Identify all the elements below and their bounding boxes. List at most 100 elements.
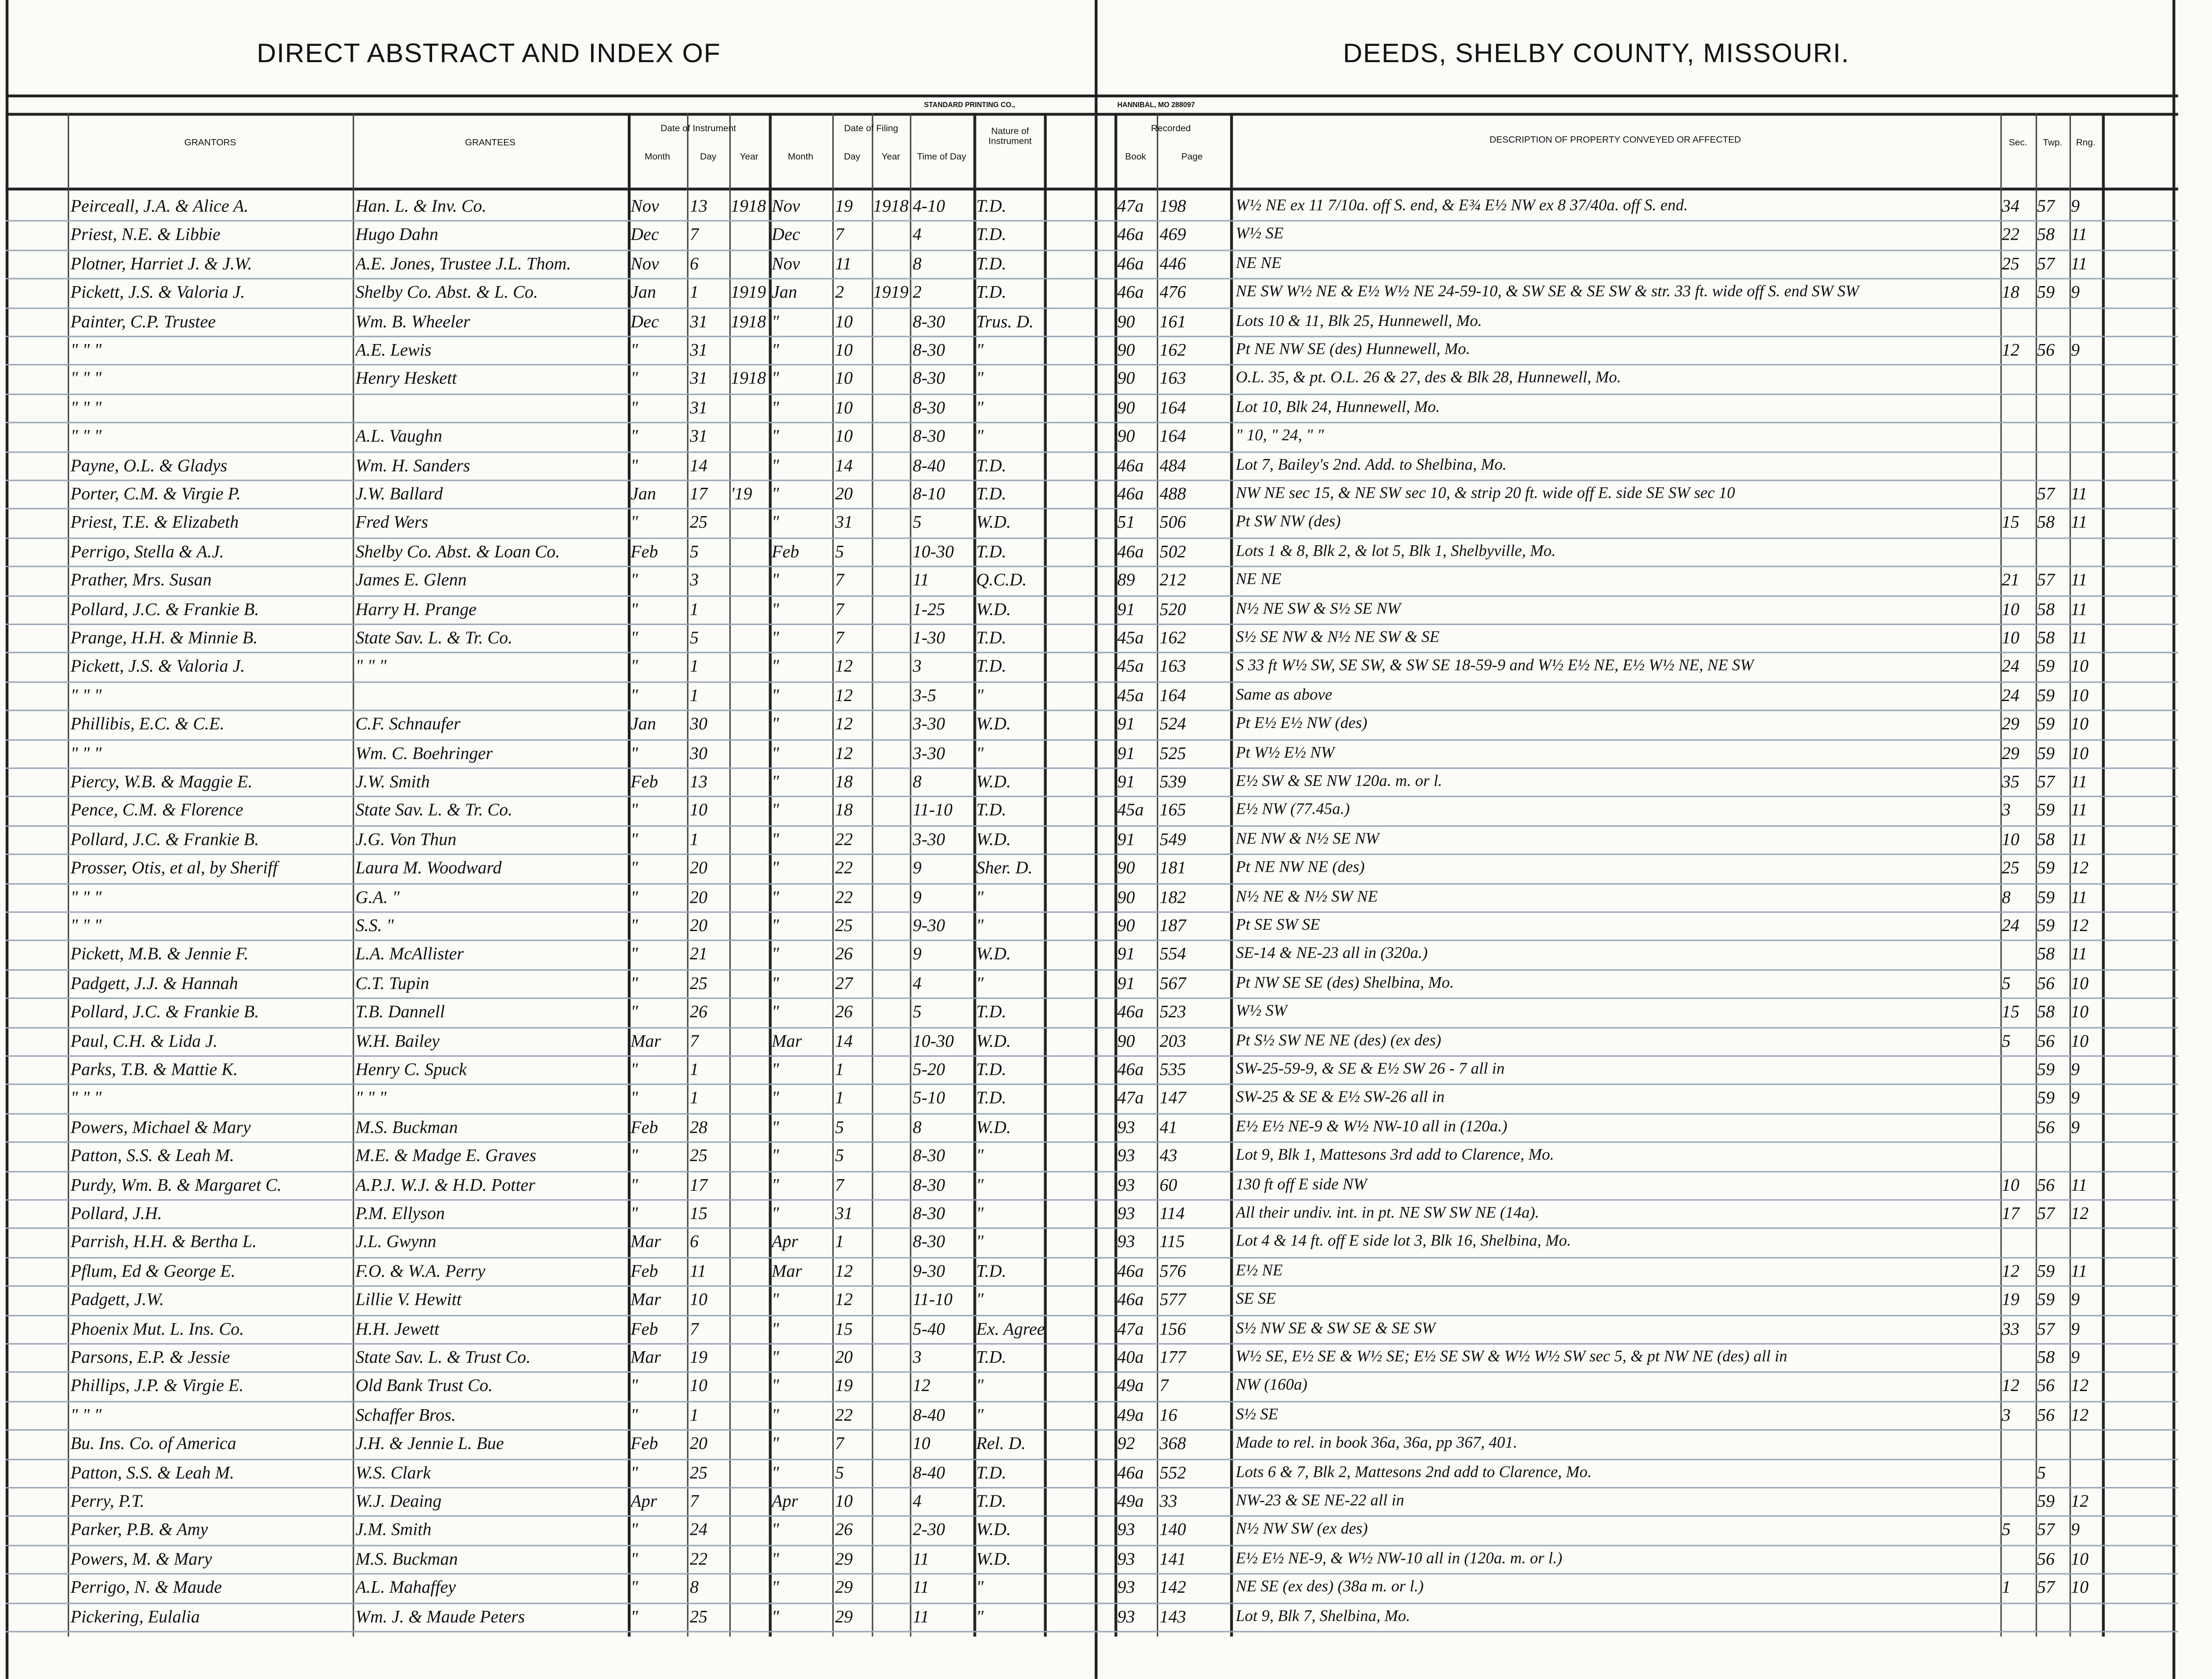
cell-time: 4 bbox=[912, 224, 922, 245]
cell-twp: 58 bbox=[2037, 1002, 2055, 1022]
cell-grantee: Wm. B. Wheeler bbox=[355, 311, 470, 331]
cell-book: 45a bbox=[1117, 800, 1144, 820]
cell-twp: 59 bbox=[2037, 1261, 2055, 1281]
cell-description: E½ NW (77.45a.) bbox=[1236, 802, 1350, 819]
cell-book: 46a bbox=[1117, 1261, 1144, 1281]
cell-grantor: Plotner, Harriet J. & J.W. bbox=[70, 254, 252, 274]
cell-grantor: " " " bbox=[70, 887, 102, 907]
cell-grantor: Pickett, J.S. & Valoria J. bbox=[70, 282, 245, 302]
cell-description: Pt E½ E½ NW (des) bbox=[1236, 715, 1368, 733]
cell-description: NW-23 & SE NE-22 all in bbox=[1236, 1493, 1404, 1510]
cell-twp: 57 bbox=[2037, 1520, 2055, 1540]
cell-book: 45a bbox=[1117, 657, 1144, 677]
cell-sec: 35 bbox=[2002, 772, 2020, 792]
cell-inst-month: Feb bbox=[631, 1433, 658, 1454]
cell-page: 535 bbox=[1160, 1060, 1186, 1079]
cell-grantor: " " " bbox=[70, 743, 102, 763]
cell-book: 90 bbox=[1117, 340, 1135, 360]
cell-sec: 22 bbox=[2002, 224, 2020, 245]
cell-inst-day: 31 bbox=[689, 311, 708, 331]
header-date-instrument: Date of Instrument bbox=[660, 124, 736, 134]
cell-inst-month: " bbox=[631, 887, 638, 907]
cell-page: 524 bbox=[1160, 714, 1186, 734]
cell-file-month: Mar bbox=[771, 1261, 802, 1281]
cell-file-day: 12 bbox=[835, 1290, 853, 1310]
cell-file-day: 10 bbox=[835, 369, 853, 389]
printer-imprint: STANDARD PRINTING CO., bbox=[924, 102, 1015, 110]
cell-time: 12 bbox=[912, 1376, 931, 1396]
cell-sec: 21 bbox=[2002, 570, 2020, 590]
cell-description: SW-25-59-9, & SE & E½ SW 26 - 7 all in bbox=[1236, 1061, 1505, 1078]
cell-page: 162 bbox=[1160, 340, 1186, 360]
table-row: Prosser, Otis, et al, by Sheriff Laura M.… bbox=[6, 854, 2178, 884]
cell-time: 11 bbox=[912, 1549, 929, 1569]
cell-inst-day: 25 bbox=[689, 1146, 708, 1166]
cell-time: 3-30 bbox=[912, 743, 945, 763]
cell-rng: 11 bbox=[2071, 800, 2087, 820]
cell-grantee: Wm. J. & Maude Peters bbox=[355, 1606, 525, 1626]
cell-page: 577 bbox=[1160, 1290, 1186, 1310]
cell-time: 3 bbox=[912, 1347, 922, 1367]
cell-sec: 24 bbox=[2002, 657, 2020, 677]
cell-book: 45a bbox=[1117, 685, 1144, 705]
cell-page: 539 bbox=[1160, 772, 1186, 792]
cell-page: 165 bbox=[1160, 800, 1186, 820]
header-day: Day bbox=[700, 152, 717, 162]
cell-twp: 56 bbox=[2037, 1376, 2055, 1396]
cell-nature: T.D. bbox=[976, 800, 1007, 820]
table-row: Perry, P.T. W.J. Deaing Apr 7 Apr 10 4 T.D. 49a 3… bbox=[6, 1487, 2178, 1518]
cell-time: 9 bbox=[912, 944, 922, 964]
cell-description: Lot 10, Blk 24, Hunnewell, Mo. bbox=[1236, 399, 1440, 416]
cell-sec: 25 bbox=[2002, 858, 2020, 878]
cell-file-month: " bbox=[771, 455, 779, 475]
table-row: Patton, S.S. & Leah M. W.S. Clark " 25 " 5 8-4… bbox=[6, 1458, 2178, 1489]
table-row: " " " G.A. " " 20 " 22 9 " 90 182 N½ NE & N½ SW NE… bbox=[6, 882, 2178, 913]
cell-page: 33 bbox=[1160, 1491, 1178, 1511]
cell-time: 8 bbox=[912, 772, 922, 792]
cell-grantee: Henry Heskett bbox=[355, 369, 457, 389]
cell-time: 11 bbox=[912, 1577, 929, 1597]
cell-inst-day: 1 bbox=[689, 829, 699, 849]
cell-inst-day: 5 bbox=[689, 541, 699, 562]
cell-page: 484 bbox=[1160, 455, 1186, 475]
table-row: Prather, Mrs. Susan James E. Glenn " 3 " 7 11 Q… bbox=[6, 566, 2178, 596]
cell-twp: 59 bbox=[2037, 858, 2055, 878]
cell-file-month: " bbox=[771, 1060, 779, 1079]
cell-book: 91 bbox=[1117, 944, 1135, 964]
left-page-title: DIRECT ABSTRACT AND INDEX OF bbox=[256, 39, 721, 70]
cell-file-day: 11 bbox=[835, 254, 852, 274]
cell-inst-day: 5 bbox=[689, 628, 699, 648]
cell-file-year: 1918 bbox=[873, 196, 909, 216]
cell-file-month: " bbox=[771, 340, 779, 360]
cell-sec: 29 bbox=[2002, 743, 2020, 763]
table-row: Pickett, J.S. & Valoria J. " " " " 1 " 12 3 T.D… bbox=[6, 652, 2178, 683]
cell-file-day: 1 bbox=[835, 1232, 844, 1252]
cell-nature: W.D. bbox=[976, 1117, 1011, 1137]
table-row: Parrish, H.H. & Bertha L. J.L. Gwynn Mar 6 A… bbox=[6, 1228, 2178, 1258]
cell-nature: " bbox=[976, 1404, 984, 1425]
header-day: Day bbox=[844, 152, 861, 162]
cell-file-day: 5 bbox=[835, 1117, 844, 1137]
cell-inst-day: 17 bbox=[689, 484, 708, 504]
cell-rng: 12 bbox=[2071, 1491, 2089, 1511]
cell-file-day: 7 bbox=[835, 1175, 844, 1194]
cell-page: 476 bbox=[1160, 282, 1186, 302]
cell-file-month: " bbox=[771, 743, 779, 763]
cell-book: 92 bbox=[1117, 1433, 1135, 1454]
cell-file-month: " bbox=[771, 1462, 779, 1482]
cell-book: 90 bbox=[1117, 887, 1135, 907]
cell-file-year: 1919 bbox=[873, 282, 909, 302]
table-row: " " " Schaffer Bros. " 1 " 22 8-40 " 49a 16 S½ SE 3… bbox=[6, 1401, 2178, 1431]
cell-rng: 11 bbox=[2071, 484, 2087, 504]
cell-book: 46a bbox=[1117, 484, 1144, 504]
cell-book: 90 bbox=[1117, 915, 1135, 936]
cell-inst-month: Jan bbox=[631, 714, 657, 734]
cell-grantor: Parker, P.B. & Amy bbox=[70, 1520, 208, 1540]
cell-twp: 58 bbox=[2037, 224, 2055, 245]
cell-page: 161 bbox=[1160, 311, 1186, 331]
cell-inst-day: 28 bbox=[689, 1117, 708, 1137]
cell-grantee: Schaffer Bros. bbox=[355, 1404, 456, 1425]
cell-book: 91 bbox=[1117, 599, 1135, 619]
cell-sec: 24 bbox=[2002, 915, 2020, 936]
cell-nature: " bbox=[976, 1203, 984, 1224]
